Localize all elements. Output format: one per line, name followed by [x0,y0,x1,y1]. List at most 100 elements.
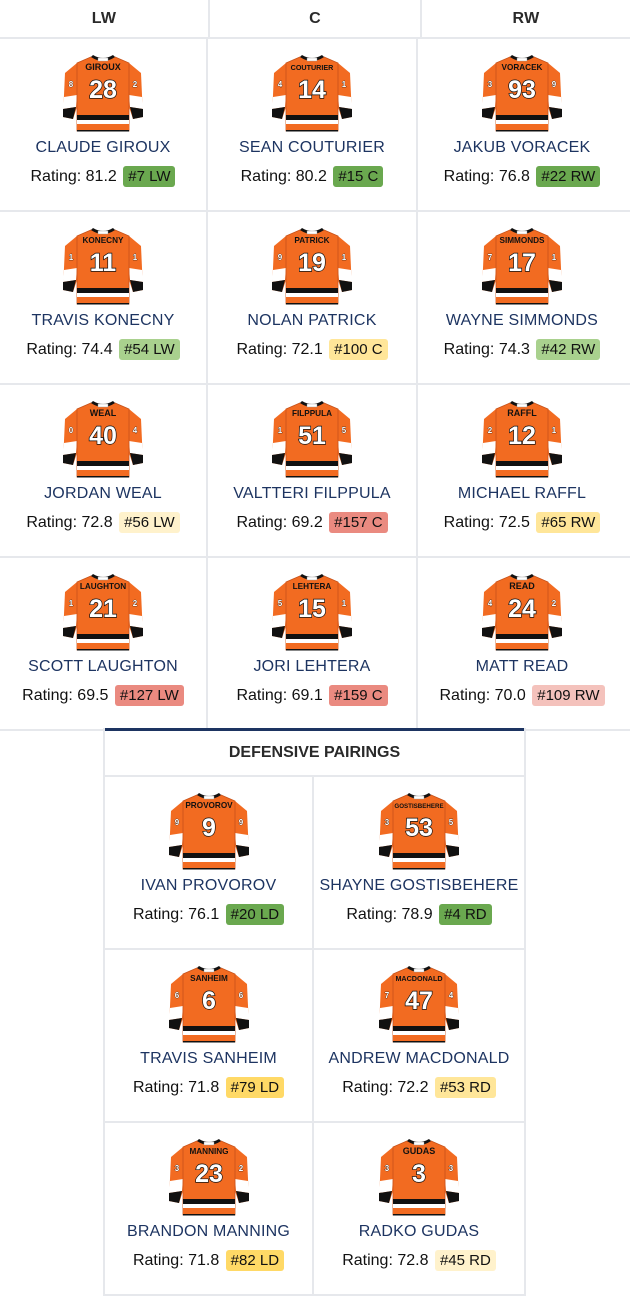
player-card[interactable]: MACDONALD 47 7 4 ANDREW MACDONALD Rating… [314,950,524,1121]
player-card[interactable]: LEHTERA 15 5 1 JORI LEHTERA Rating: 69.1… [208,558,418,729]
player-rating: Rating: 74.3 #42 RW [418,339,626,360]
player-rating: Rating: 76.8 #22 RW [418,166,626,187]
svg-text:3: 3 [488,80,493,89]
svg-text:PROVOROV: PROVOROV [185,801,233,810]
svg-text:FILPPULA: FILPPULA [292,409,332,418]
player-name[interactable]: MICHAEL RAFFL [457,485,587,502]
rank-badge: #20 LD [225,904,285,925]
player-card[interactable]: GIROUX 28 8 2 CLAUDE GIROUX Rating: 81.2… [0,39,208,210]
player-card[interactable]: FILPPULA 51 1 5 VALTTERI FILPPULA Rating… [208,385,418,556]
player-card[interactable]: VORACEK 93 3 9 JAKUB VORACEK Rating: 76.… [418,39,626,210]
svg-text:2: 2 [488,426,493,435]
jersey-icon: VORACEK 93 3 9 [482,55,562,132]
rating-text: Rating: 72.5 [443,514,530,531]
svg-text:MANNING: MANNING [189,1147,228,1156]
player-card[interactable]: LAUGHTON 21 1 2 SCOTT LAUGHTON Rating: 6… [0,558,208,729]
player-name[interactable]: SCOTT LAUGHTON [28,658,178,675]
svg-text:1: 1 [133,253,138,262]
svg-text:4: 4 [449,991,454,1000]
player-card[interactable]: GOSTISBEHERE 53 3 5 SHAYNE GOSTISBEHERE … [314,777,524,948]
player-name[interactable]: JORDAN WEAL [44,485,162,502]
player-name[interactable]: NOLAN PATRICK [247,312,377,329]
jersey-image: SANHEIM 6 6 6 [168,962,249,1046]
svg-text:3: 3 [412,1160,426,1188]
player-card[interactable]: PATRICK 19 9 1 NOLAN PATRICK Rating: 72.… [208,212,418,383]
player-card[interactable]: WEAL 40 0 4 JORDAN WEAL Rating: 72.8 #56… [0,385,208,556]
svg-text:1: 1 [342,253,347,262]
player-name[interactable]: TRAVIS KONECNY [31,312,175,329]
svg-text:3: 3 [449,1164,454,1173]
svg-text:1: 1 [552,253,557,262]
player-name[interactable]: SHAYNE GOSTISBEHERE [319,877,519,894]
player-name[interactable]: CLAUDE GIROUX [35,139,171,156]
jersey-image: FILPPULA 51 1 5 [272,397,352,481]
svg-text:2: 2 [552,599,557,608]
jersey-image: COUTURIER 14 4 1 [272,51,352,135]
rating-text: Rating: 74.4 [26,341,113,358]
svg-text:7: 7 [385,991,390,1000]
forwards-header-row: LW C RW [0,0,630,39]
svg-text:SANHEIM: SANHEIM [190,974,228,983]
svg-text:VORACEK: VORACEK [502,63,543,72]
jersey-icon: LEHTERA 15 5 1 [272,574,352,651]
player-card[interactable]: READ 24 4 2 MATT READ Rating: 70.0 #109 … [418,558,626,729]
player-name[interactable]: JAKUB VORACEK [453,139,591,156]
rank-badge: #157 C [329,512,388,533]
svg-text:LEHTERA: LEHTERA [293,582,332,591]
player-name[interactable]: IVAN PROVOROV [140,877,277,894]
defensive-pairings-title: DEFENSIVE PAIRINGS [105,731,524,777]
player-card[interactable]: GUDAS 3 3 3 RADKO GUDAS Rating: 72.8 #45… [314,1123,524,1294]
svg-text:51: 51 [298,422,326,450]
player-card[interactable]: KONECNY 11 1 1 TRAVIS KONECNY Rating: 74… [0,212,208,383]
player-rating: Rating: 78.9 #4 RD [314,904,524,925]
forward-line-row: GIROUX 28 8 2 CLAUDE GIROUX Rating: 81.2… [0,39,630,212]
player-name[interactable]: SEAN COUTURIER [239,139,385,156]
svg-text:47: 47 [405,987,433,1015]
svg-text:9: 9 [552,80,557,89]
svg-text:5: 5 [449,818,454,827]
rating-text: Rating: 69.1 [236,687,323,704]
svg-text:3: 3 [385,818,390,827]
player-rating: Rating: 72.8 #45 RD [314,1250,524,1271]
forward-line-row: KONECNY 11 1 1 TRAVIS KONECNY Rating: 74… [0,212,630,385]
player-name[interactable]: MATT READ [475,658,569,675]
forwards-table: LW C RW GIROUX 28 8 2 CLAUDE GIROUX Rati… [0,0,630,731]
jersey-icon: RAFFL 12 2 1 [482,401,562,478]
jersey-icon: KONECNY 11 1 1 [63,228,143,305]
player-rating: Rating: 71.8 #79 LD [105,1077,312,1098]
player-card[interactable]: MANNING 23 3 2 BRANDON MANNING Rating: 7… [105,1123,314,1294]
jersey-image: LEHTERA 15 5 1 [272,570,352,654]
player-card[interactable]: SIMMONDS 17 7 1 WAYNE SIMMONDS Rating: 7… [418,212,626,383]
svg-text:53: 53 [405,814,433,842]
jersey-image: SIMMONDS 17 7 1 [482,224,562,308]
header-lw: LW [0,0,210,37]
svg-text:KONECNY: KONECNY [83,236,124,245]
rank-badge: #79 LD [225,1077,285,1098]
player-name[interactable]: VALTTERI FILPPULA [233,485,391,502]
svg-text:2: 2 [238,1164,243,1173]
player-card[interactable]: RAFFL 12 2 1 MICHAEL RAFFL Rating: 72.5 … [418,385,626,556]
jersey-icon: MACDONALD 47 7 4 [379,966,459,1043]
svg-text:19: 19 [298,249,326,277]
forward-line-row: LAUGHTON 21 1 2 SCOTT LAUGHTON Rating: 6… [0,558,630,731]
svg-text:6: 6 [202,987,216,1015]
player-card[interactable]: SANHEIM 6 6 6 TRAVIS SANHEIM Rating: 71.… [105,950,314,1121]
svg-text:1: 1 [342,80,347,89]
player-card[interactable]: COUTURIER 14 4 1 SEAN COUTURIER Rating: … [208,39,418,210]
player-name[interactable]: RADKO GUDAS [358,1223,480,1240]
player-name[interactable]: JORI LEHTERA [253,658,371,675]
player-name[interactable]: TRAVIS SANHEIM [140,1050,277,1067]
svg-text:11: 11 [90,249,117,277]
jersey-image: KONECNY 11 1 1 [63,224,143,308]
player-card[interactable]: PROVOROV 9 9 9 IVAN PROVOROV Rating: 76.… [105,777,314,948]
player-rating: Rating: 72.5 #65 RW [418,512,626,533]
player-rating: Rating: 69.5 #127 LW [0,685,206,706]
defensive-pairings-section: DEFENSIVE PAIRINGS PROVOROV 9 9 9 IVAN P… [103,728,526,1296]
player-name[interactable]: ANDREW MACDONALD [328,1050,510,1067]
player-rating: Rating: 72.1 #100 C [208,339,416,360]
jersey-icon: GUDAS 3 3 3 [379,1139,459,1216]
player-name[interactable]: WAYNE SIMMONDS [445,312,599,329]
player-name[interactable]: BRANDON MANNING [126,1223,290,1240]
jersey-icon: LAUGHTON 21 1 2 [63,574,143,651]
rank-badge: #56 LW [119,512,180,533]
